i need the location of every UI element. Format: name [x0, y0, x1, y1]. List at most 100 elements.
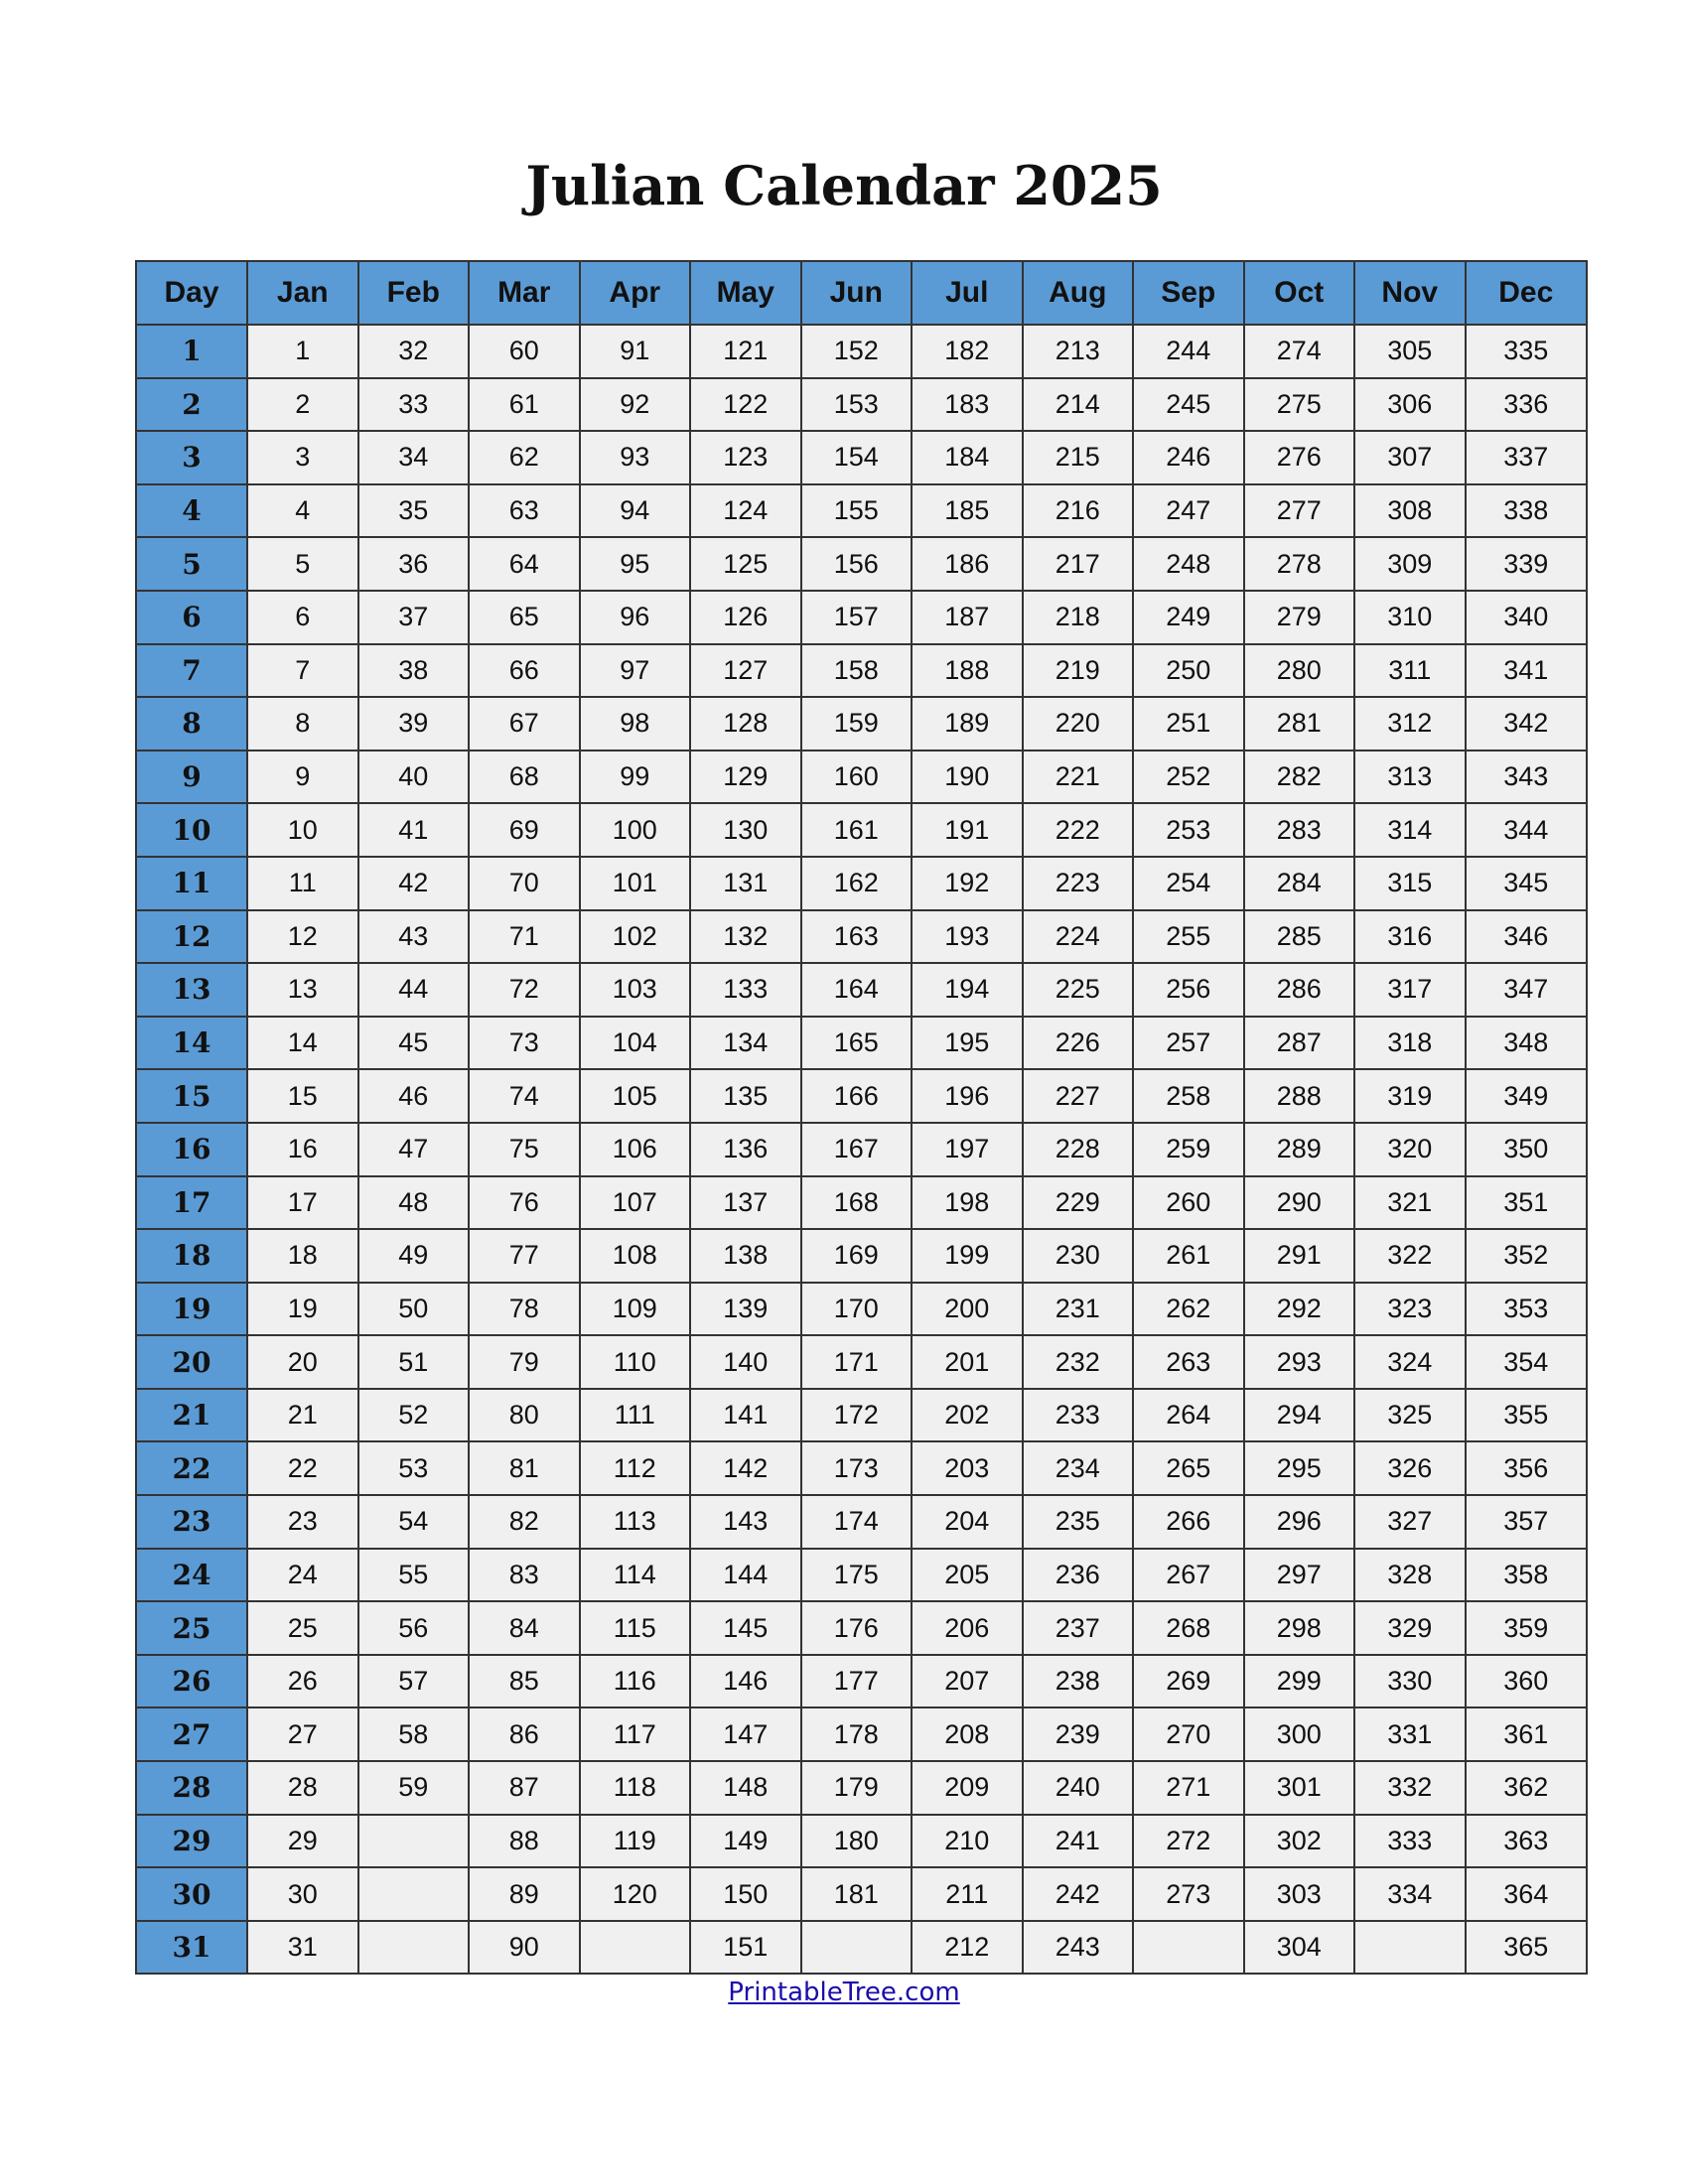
julian-day-cell: 171	[799, 1334, 913, 1390]
julian-day-cell: 276	[1242, 430, 1355, 485]
column-header: Aug	[1021, 260, 1134, 326]
julian-day-cell: 181	[799, 1866, 913, 1922]
julian-day-cell: 35	[356, 482, 470, 539]
day-cell: 23	[135, 1494, 248, 1550]
julian-day-cell: 108	[578, 1228, 691, 1284]
table-row: 3 3 34 62 93 123 154 184 215 246 276 307 337	[135, 430, 1588, 485]
julian-day-cell: 212	[911, 1919, 1024, 1976]
julian-day-cell: 102	[578, 908, 691, 965]
julian-day-cell: 249	[1132, 589, 1245, 645]
julian-day-cell: 201	[911, 1334, 1024, 1390]
julian-day-cell: 232	[1021, 1334, 1134, 1390]
julian-day-cell: 330	[1353, 1653, 1467, 1709]
julian-day-cell: 294	[1242, 1387, 1355, 1443]
julian-day-cell: 91	[578, 324, 691, 379]
footer-link[interactable]: PrintableTree.com	[728, 1978, 960, 2007]
julian-day-cell: 247	[1132, 482, 1245, 539]
julian-day-cell: 234	[1021, 1440, 1134, 1497]
julian-day-cell: 109	[578, 1281, 691, 1337]
julian-day-cell: 170	[799, 1281, 913, 1337]
julian-day-cell: 83	[468, 1547, 581, 1603]
day-cell: 27	[135, 1706, 248, 1763]
julian-day-cell: 80	[468, 1387, 581, 1443]
day-cell: 8	[135, 696, 248, 751]
julian-day-cell: 10	[246, 802, 359, 858]
table-row: 1 1 32 60 91 121 152 182 213 244 274 305 335	[135, 324, 1588, 379]
julian-day-cell: 185	[911, 482, 1024, 539]
julian-day-cell: 314	[1353, 802, 1467, 858]
julian-day-cell: 12	[246, 908, 359, 965]
julian-day-cell: 144	[689, 1547, 802, 1603]
julian-day-cell: 224	[1021, 908, 1134, 965]
julian-day-cell: 69	[468, 802, 581, 858]
julian-day-cell: 167	[799, 1121, 913, 1177]
julian-day-cell: 254	[1132, 855, 1245, 911]
julian-day-cell: 8	[246, 696, 359, 751]
julian-day-cell: 191	[911, 802, 1024, 858]
julian-day-cell: 36	[356, 536, 470, 592]
julian-day-cell: 209	[911, 1760, 1024, 1816]
table-row: 24 24 55 83 114 144 175 205 236 267 297 328 358	[135, 1547, 1588, 1603]
julian-day-cell: 326	[1353, 1440, 1467, 1497]
julian-day-cell: 288	[1242, 1068, 1355, 1124]
julian-day-cell: 53	[356, 1440, 470, 1497]
julian-day-cell: 358	[1464, 1547, 1588, 1603]
julian-day-cell: 42	[356, 855, 470, 911]
julian-day-cell: 297	[1242, 1547, 1355, 1603]
julian-day-cell: 75	[468, 1121, 581, 1177]
table-row: 16 16 47 75 106 136 167 197 228 259 289 320 350	[135, 1121, 1588, 1177]
day-cell: 25	[135, 1600, 248, 1656]
julian-day-cell: 43	[356, 908, 470, 965]
day-cell: 16	[135, 1121, 248, 1177]
julian-day-cell: 203	[911, 1440, 1024, 1497]
julian-day-cell: 96	[578, 589, 691, 645]
julian-day-cell: 40	[356, 749, 470, 805]
julian-day-cell: 213	[1021, 324, 1134, 379]
julian-day-cell: 18	[246, 1228, 359, 1284]
julian-day-cell: 277	[1242, 482, 1355, 539]
julian-day-cell: 293	[1242, 1334, 1355, 1390]
julian-day-cell: 73	[468, 1015, 581, 1071]
day-cell: 9	[135, 749, 248, 805]
julian-day-cell: 225	[1021, 962, 1134, 1018]
day-cell: 1	[135, 324, 248, 379]
julian-day-cell: 207	[911, 1653, 1024, 1709]
julian-day-cell: 262	[1132, 1281, 1245, 1337]
julian-day-cell: 92	[578, 376, 691, 433]
table-row: 12 12 43 71 102 132 163 193 224 255 285 316 346	[135, 908, 1588, 965]
julian-day-cell: 129	[689, 749, 802, 805]
julian-day-cell: 3	[246, 430, 359, 485]
day-cell: 26	[135, 1653, 248, 1709]
julian-day-cell: 259	[1132, 1121, 1245, 1177]
julian-day-cell: 173	[799, 1440, 913, 1497]
julian-day-cell: 174	[799, 1494, 913, 1550]
julian-day-cell: 237	[1021, 1600, 1134, 1656]
julian-day-cell: 327	[1353, 1494, 1467, 1550]
julian-day-cell: 87	[468, 1760, 581, 1816]
julian-day-cell: 155	[799, 482, 913, 539]
julian-day-cell: 222	[1021, 802, 1134, 858]
julian-day-cell: 14	[246, 1015, 359, 1071]
julian-day-cell: 285	[1242, 908, 1355, 965]
julian-day-cell: 85	[468, 1653, 581, 1709]
julian-day-cell: 300	[1242, 1706, 1355, 1763]
julian-day-cell: 154	[799, 430, 913, 485]
julian-day-cell: 120	[578, 1866, 691, 1922]
julian-day-cell: 258	[1132, 1068, 1245, 1124]
table-row: 31 31 90 151 212 243 304 365	[135, 1919, 1588, 1976]
julian-day-cell: 219	[1021, 642, 1134, 699]
table-row: 15 15 46 74 105 135 166 196 227 258 288 319 349	[135, 1068, 1588, 1124]
julian-day-cell: 56	[356, 1600, 470, 1656]
julian-day-cell: 257	[1132, 1015, 1245, 1071]
julian-day-cell: 100	[578, 802, 691, 858]
julian-day-cell: 186	[911, 536, 1024, 592]
julian-day-cell: 163	[799, 908, 913, 965]
julian-day-cell: 363	[1464, 1813, 1588, 1869]
julian-day-cell: 279	[1242, 589, 1355, 645]
julian-day-cell: 342	[1464, 696, 1588, 751]
julian-day-cell: 72	[468, 962, 581, 1018]
julian-day-cell: 136	[689, 1121, 802, 1177]
julian-day-cell: 214	[1021, 376, 1134, 433]
table-row: 10 10 41 69 100 130 161 191 222 253 283 314 344	[135, 802, 1588, 858]
julian-day-cell: 29	[246, 1813, 359, 1869]
